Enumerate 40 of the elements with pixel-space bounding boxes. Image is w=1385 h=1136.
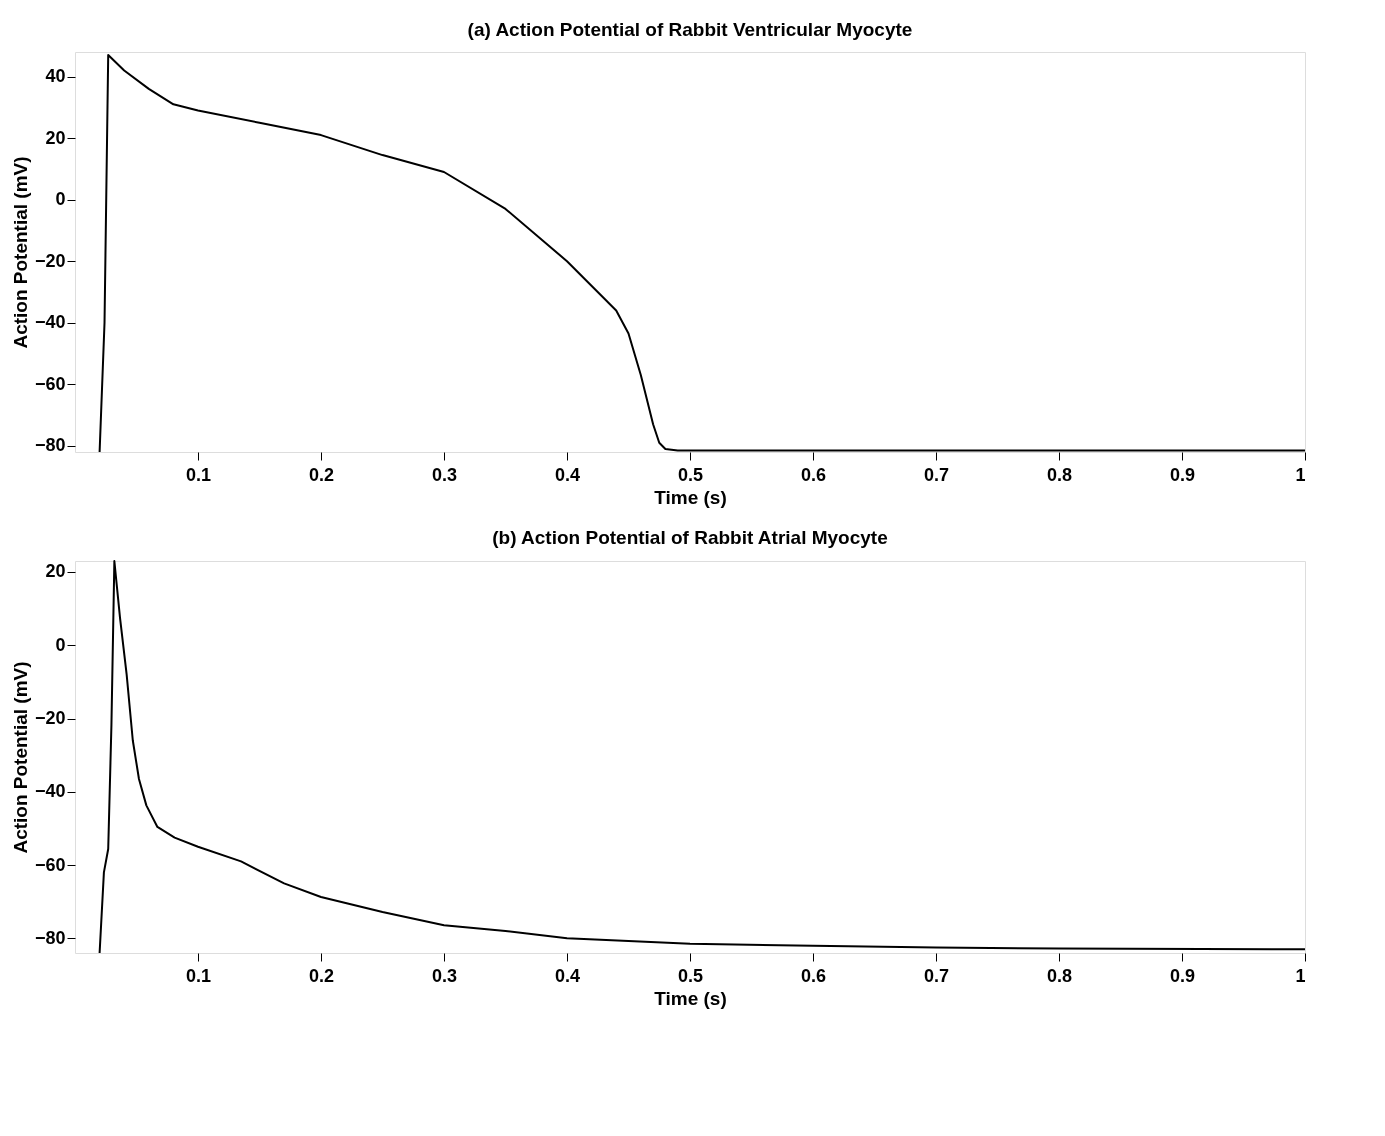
x-tick-label: 0.1 [185,965,212,986]
x-tick-label: 0.2 [308,965,335,986]
y-tick-label: −20 [34,250,66,271]
x-tick-label: 1 [1295,464,1306,485]
line-series [98,560,1306,954]
x-tick-label: 0.7 [923,965,950,986]
x-tick-label: 0.3 [431,464,458,485]
chart-title: (a) Action Potential of Rabbit Ventricular Myocyte [467,19,913,40]
y-tick-label: −80 [34,927,66,948]
x-tick-label: 0.6 [800,965,827,986]
x-tick-label: 0.9 [1169,464,1196,485]
y-axis-title: Action Potential (mV) [9,156,31,349]
x-tick-label: 1 [1295,965,1306,986]
x-tick-label: 0.1 [185,464,212,485]
x-axis-title: Time (s) [654,486,727,508]
y-tick-label: 0 [55,189,66,210]
y-tick-label: −40 [34,312,66,333]
x-tick-label: 0.4 [554,965,581,986]
y-tick-label: 20 [45,127,66,148]
x-tick-label: 0.4 [554,464,581,485]
y-tick-label: −20 [34,708,66,729]
y-tick-label: −60 [34,854,66,875]
y-tick-label: 40 [45,66,66,87]
chart-title: (b) Action Potential of Rabbit Atrial Myocyte [492,527,888,548]
x-tick-label: 0.7 [923,464,950,485]
y-tick-label: 0 [55,634,66,655]
x-tick-label: 0.5 [677,965,704,986]
y-axis-title: Action Potential (mV) [9,661,31,854]
y-tick-label: −80 [34,435,66,456]
y-tick-label: 20 [45,561,66,582]
x-tick-label: 0.3 [431,965,458,986]
y-tick-label: −40 [34,781,66,802]
y-tick-label: −60 [34,373,66,394]
x-tick-label: 0.5 [677,464,704,485]
x-tick-label: 0.8 [1046,464,1073,485]
x-tick-label: 0.2 [308,464,335,485]
x-tick-label: 0.8 [1046,965,1073,986]
x-tick-label: 0.9 [1169,965,1196,986]
x-axis-title: Time (s) [654,987,727,1009]
x-tick-label: 0.6 [800,464,827,485]
